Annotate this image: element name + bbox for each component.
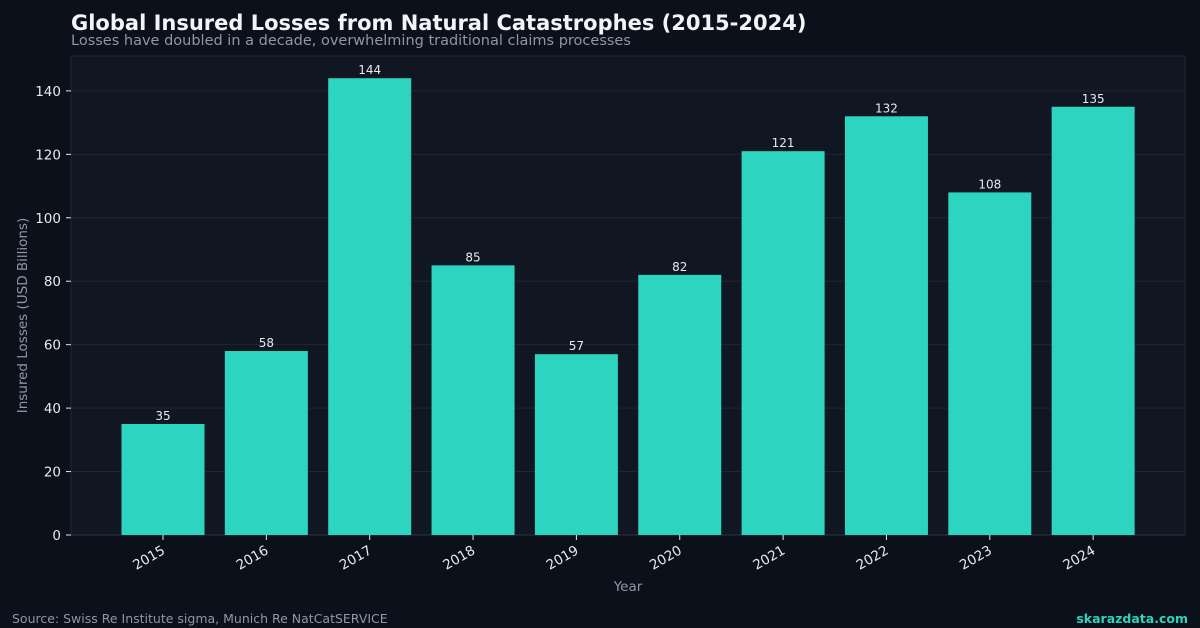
bar-2022 — [844, 116, 928, 536]
bar-2019 — [534, 354, 618, 535]
x-axis-label: Year — [613, 579, 643, 595]
data-label: 121 — [772, 136, 795, 150]
bar-2023 — [948, 192, 1032, 535]
data-label: 144 — [358, 63, 381, 77]
y-tick-label: 140 — [35, 84, 61, 100]
bar-2015 — [121, 423, 205, 535]
brand-link[interactable]: skarazdata.com — [1076, 611, 1188, 626]
source-note: Source: Swiss Re Institute sigma, Munich… — [12, 611, 388, 626]
bar-2016 — [224, 351, 308, 535]
y-axis-label: Insured Losses (USD Billions) — [15, 218, 31, 414]
data-label: 58 — [259, 336, 274, 350]
y-tick-label: 60 — [44, 338, 61, 354]
y-tick-label: 20 — [44, 465, 61, 481]
x-tick-label: 2023 — [957, 543, 995, 574]
y-tick-label: 100 — [35, 211, 61, 227]
chart-title: Global Insured Losses from Natural Catas… — [71, 11, 807, 35]
data-label: 35 — [155, 409, 170, 423]
y-tick-label: 120 — [35, 147, 61, 163]
x-tick-label: 2017 — [337, 543, 375, 574]
x-tick-label: 2015 — [130, 543, 168, 574]
x-tick-label: 2021 — [750, 543, 788, 574]
y-tick-label: 40 — [44, 401, 61, 417]
x-tick-label: 2024 — [1060, 543, 1098, 574]
x-tick-label: 2020 — [647, 543, 685, 574]
bar-2021 — [741, 151, 825, 535]
data-label: 85 — [465, 250, 480, 264]
bar-2024 — [1051, 106, 1135, 535]
data-label: 108 — [978, 177, 1001, 191]
x-tick-label: 2016 — [234, 543, 272, 574]
bar-2020 — [638, 274, 722, 535]
bar-2017 — [328, 78, 412, 536]
data-label: 57 — [569, 339, 584, 353]
y-tick-label: 0 — [52, 528, 61, 544]
x-tick-label: 2019 — [544, 543, 582, 574]
chart-subtitle: Losses have doubled in a decade, overwhe… — [71, 33, 631, 49]
bar-2018 — [431, 265, 515, 535]
data-label: 135 — [1082, 92, 1105, 106]
x-tick-label: 2022 — [854, 543, 892, 574]
data-label: 82 — [672, 260, 687, 274]
x-tick-label: 2018 — [440, 543, 478, 574]
y-tick-label: 80 — [44, 274, 61, 290]
data-label: 132 — [875, 101, 898, 115]
